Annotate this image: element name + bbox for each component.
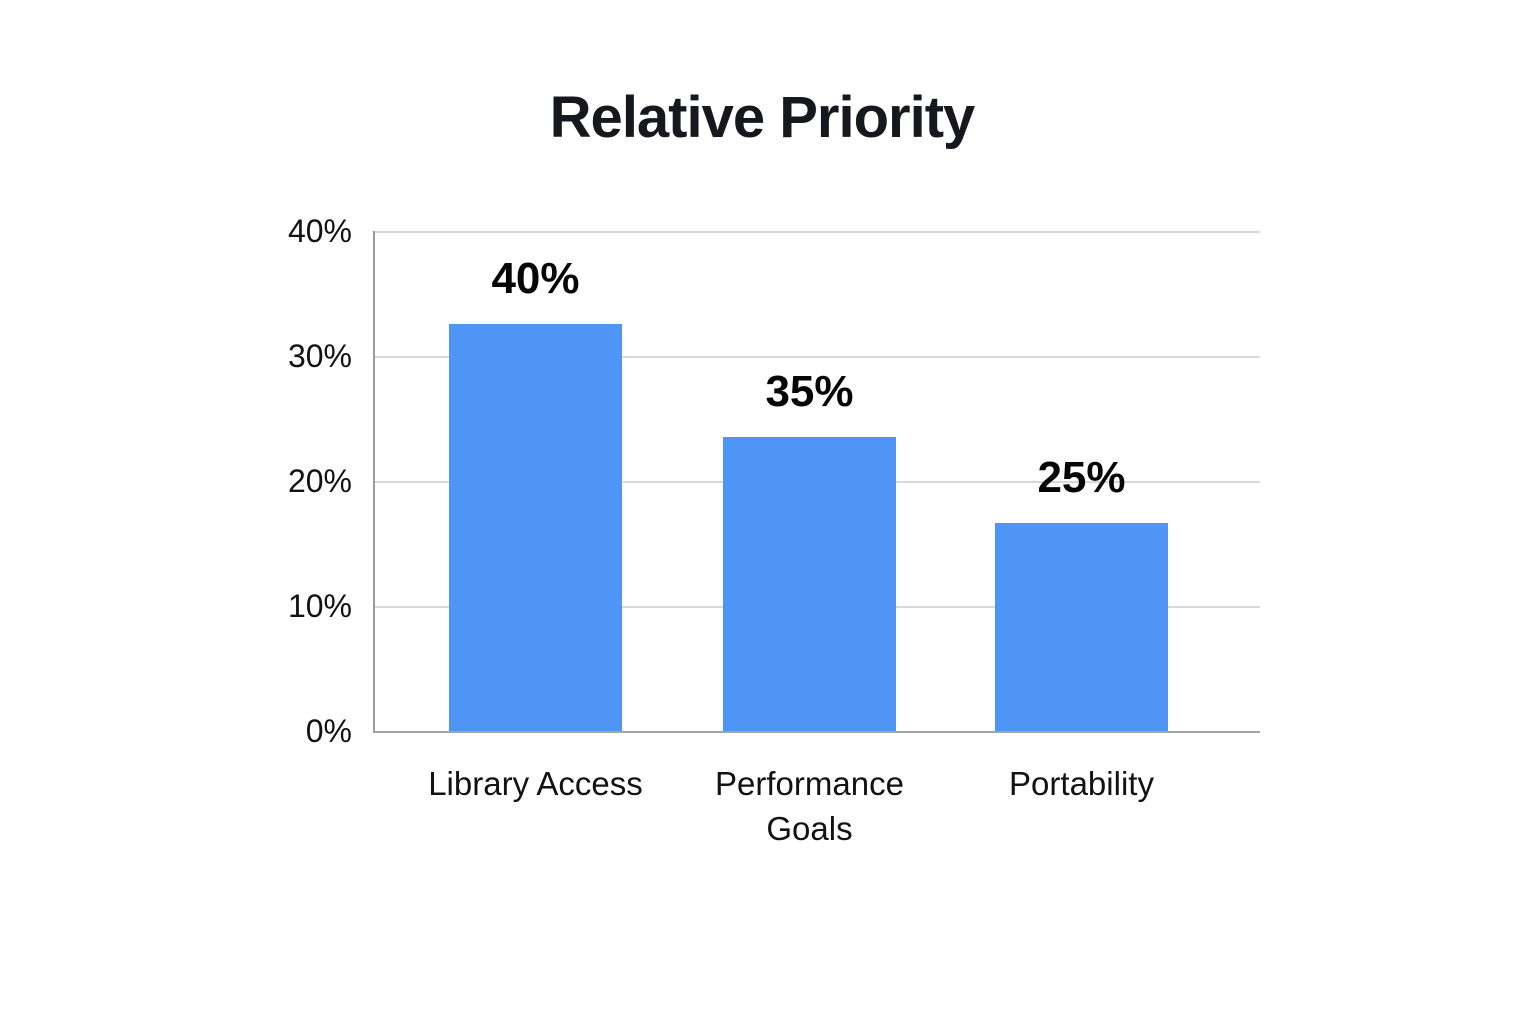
x-category-label-portability: Portability [922, 761, 1242, 806]
x-category-label-line: Library Access [428, 765, 643, 802]
x-category-label-library-access: Library Access [376, 761, 696, 806]
y-tick-label-40pct: 40% [287, 213, 352, 249]
x-category-label-performance-goals: Performance Goals [650, 761, 970, 851]
y-tick-label-30pct: 30% [287, 338, 352, 374]
bar-library-access [449, 323, 622, 731]
bar-value-label-library-access: 40% [491, 253, 580, 303]
gridline-40pct [375, 231, 1260, 233]
x-category-label-line: Goals [766, 810, 853, 847]
y-tick-label-0pct: 0% [305, 713, 352, 749]
bar-performance-goals [723, 437, 896, 731]
y-tick-label-20pct: 20% [287, 463, 352, 499]
x-category-label-line: Portability [1009, 765, 1154, 802]
bar-value-label-performance-goals: 35% [765, 367, 854, 417]
y-tick-label-10pct: 10% [287, 588, 352, 624]
bar-value-label-portability: 25% [1037, 452, 1126, 502]
plot-area: 40% 35% 25% [373, 231, 1260, 733]
chart-title: Relative Priority [549, 85, 976, 150]
x-category-label-line: Performance [715, 765, 904, 802]
bar-portability [995, 522, 1168, 731]
gridline-30pct [375, 356, 1260, 358]
